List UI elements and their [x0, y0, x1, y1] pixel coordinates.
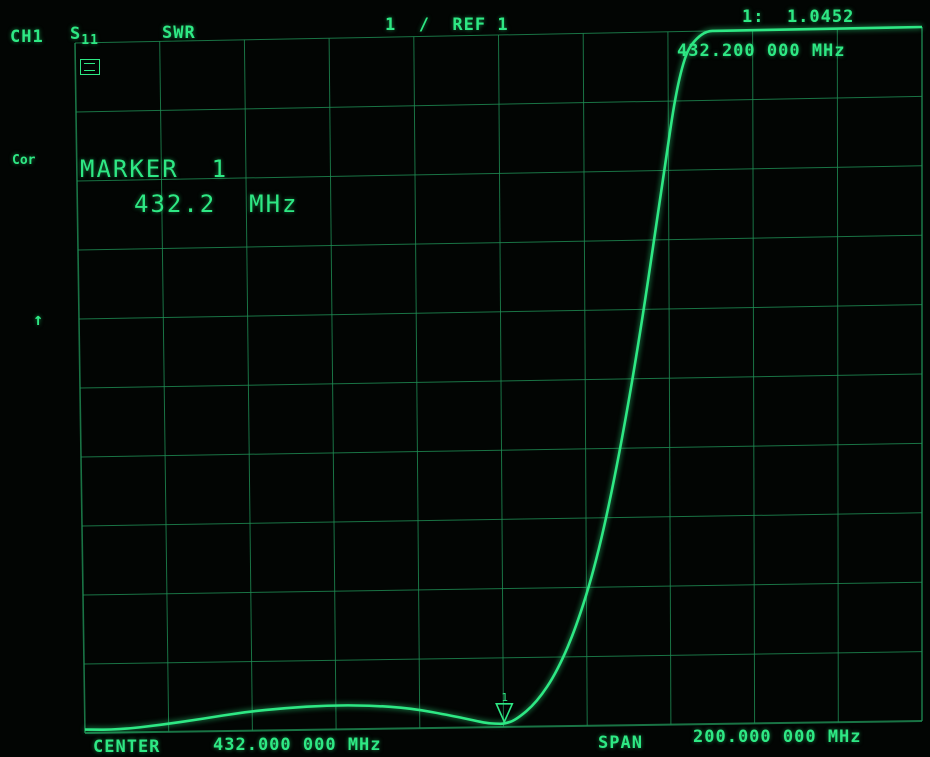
grid-hline: [81, 512, 923, 527]
grid-hline: [76, 165, 923, 182]
calibration-icon: [80, 59, 100, 75]
grid-hline: [78, 304, 923, 320]
span-value: 200.000 000 MHz: [693, 727, 862, 747]
parameter-label: S11: [70, 24, 99, 48]
channel-label: CH1: [10, 27, 44, 47]
swr-trace: [84, 25, 923, 731]
grid-hline: [82, 581, 923, 596]
span-label: SPAN: [598, 733, 643, 753]
center-label: CENTER: [93, 737, 161, 757]
marker-1: 1: [495, 691, 514, 724]
correction-indicator: Cor: [12, 153, 36, 168]
grid-hline: [83, 651, 923, 665]
marker-frequency: 432.200 000 MHz: [677, 41, 846, 61]
scale-label: 1 / REF 1: [385, 15, 509, 35]
marker-box-title: MARKER 1: [80, 155, 229, 183]
format-label: SWR: [162, 23, 196, 43]
marker-box-frequency: 432.2 MHz: [134, 190, 299, 218]
grid-hline: [84, 720, 923, 734]
grid-hline: [79, 373, 923, 389]
marker-readout: 1: 1.0452: [742, 7, 855, 27]
grid-hline: [77, 234, 923, 251]
grid-hline: [75, 95, 923, 113]
center-value: 432.000 000 MHz: [213, 735, 382, 755]
reference-arrow-icon: ↑: [33, 310, 45, 330]
grid-hline: [80, 442, 923, 458]
graticule: [74, 26, 923, 734]
marker-number: 1: [501, 691, 508, 704]
marker-triangle-icon: [495, 703, 514, 724]
